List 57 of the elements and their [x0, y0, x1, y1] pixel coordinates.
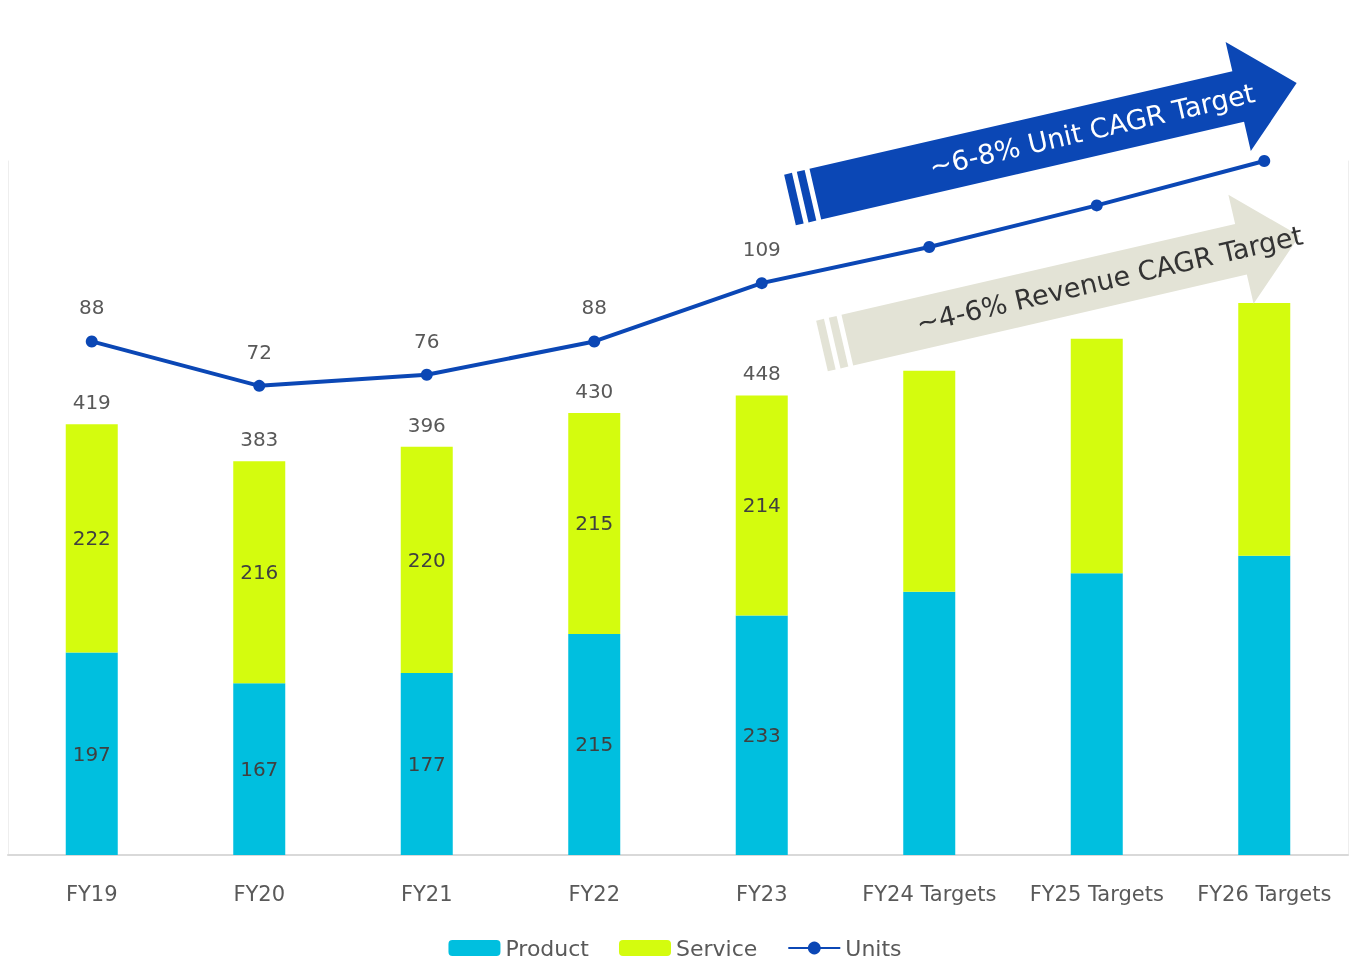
bar [1070, 338, 1123, 574]
point [1258, 155, 1271, 167]
data-label: 88 [79, 295, 105, 320]
point [588, 335, 601, 348]
point [253, 379, 266, 392]
bar [65, 652, 118, 855]
bar [233, 461, 286, 684]
bar [400, 673, 453, 855]
total-label: 448 [742, 361, 781, 386]
x-tick-label: FY24 Targets [862, 881, 997, 906]
x-tick-label: FY26 Targets [1197, 881, 1332, 906]
data-label: 72 [246, 339, 272, 364]
total-label: 430 [575, 378, 614, 403]
data-label: 233 [742, 723, 781, 748]
data-label: 220 [407, 547, 446, 572]
total-label: 419 [72, 390, 111, 415]
bar [903, 370, 956, 592]
point [923, 241, 936, 254]
data-label: 197 [72, 741, 111, 766]
bar [735, 615, 788, 855]
x-tick-label: FY20 [233, 881, 286, 906]
data-label: 215 [575, 732, 614, 757]
data-label: 76 [414, 328, 440, 353]
data-label: 88 [581, 295, 607, 320]
bar [65, 424, 118, 653]
legend-label: Service [675, 935, 758, 961]
total-label: 396 [407, 412, 446, 437]
x-tick-label: FY19 [65, 881, 118, 906]
data-label: 222 [72, 526, 111, 551]
x-tick-label: FY22 [568, 881, 621, 906]
data-label: 216 [240, 560, 279, 585]
bar [1238, 302, 1291, 556]
bar [568, 412, 621, 634]
annotation: ~4-6% Revenue CAGR Target [913, 219, 1306, 339]
bar [735, 395, 788, 616]
bar [1070, 573, 1123, 855]
bar [903, 591, 956, 855]
legend-label: Product [505, 935, 590, 961]
data-label: 109 [742, 237, 781, 262]
x-tick-label: FY21 [400, 881, 453, 906]
point [755, 277, 768, 290]
point [85, 335, 98, 348]
point [420, 368, 433, 381]
total-label: 383 [240, 427, 279, 452]
data-label: 215 [575, 511, 614, 536]
bar [1238, 555, 1291, 855]
x-tick-label: FY23 [735, 881, 788, 906]
legend-label: Units [845, 935, 902, 961]
data-label: 177 [407, 752, 446, 777]
x-tick-label: FY25 Targets [1029, 881, 1164, 906]
bar [233, 683, 286, 855]
point [1090, 199, 1103, 212]
annotation: ~6-8% Unit CAGR Target [926, 77, 1258, 183]
bar [568, 633, 621, 855]
data-label: 167 [240, 757, 279, 782]
data-label: 214 [742, 493, 781, 518]
bar [400, 446, 453, 674]
